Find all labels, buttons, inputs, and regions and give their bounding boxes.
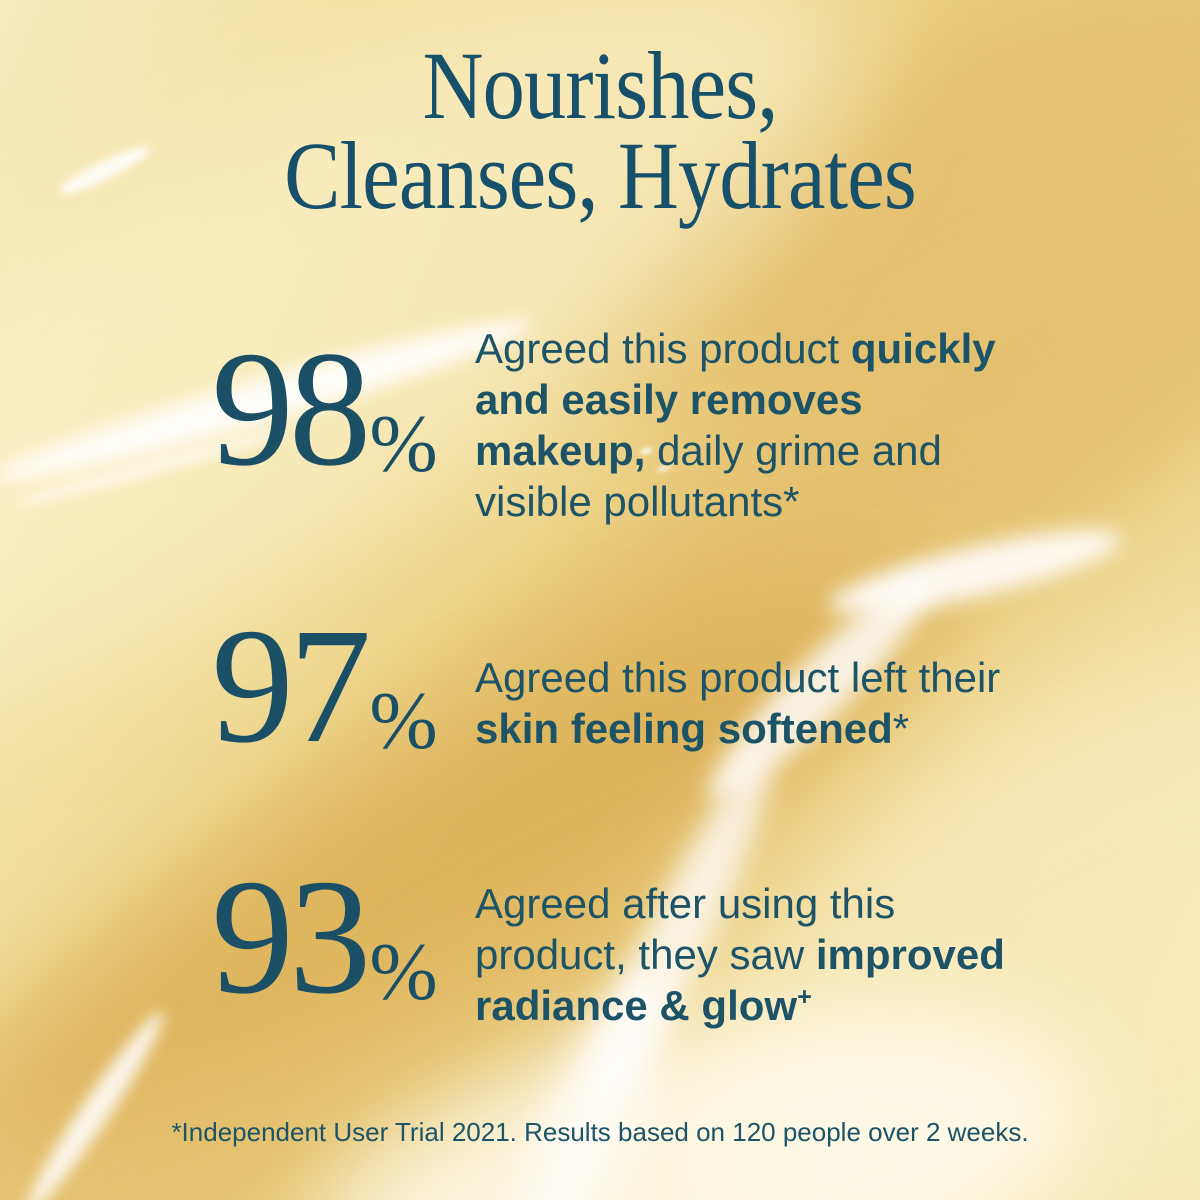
stat-value-3: 93% [185, 854, 463, 1047]
stat-number-3: 93 [211, 845, 371, 1028]
headline-line-2: Cleanses, Hydrates [284, 122, 917, 229]
percent-sign-3: % [369, 926, 437, 1017]
headline-line-1: Nourishes, [422, 32, 779, 139]
stat-value-1: 98% [185, 326, 463, 519]
footnote: *Independent User Trial 2021. Results ba… [171, 1117, 1029, 1147]
stat-number-2: 97 [211, 594, 371, 777]
stat-description-3: Agreed after using this product, they saw… [475, 880, 1005, 1029]
headline: Nourishes, Cleanses, Hydrates [72, 32, 1128, 229]
percent-sign-1: % [369, 398, 437, 489]
stat-description-2: Agreed this product left their skin feeli… [475, 654, 1001, 752]
stat-value-2: 97% [185, 603, 463, 796]
percent-sign-2: % [369, 675, 437, 766]
stat-number-1: 98 [211, 317, 371, 500]
stat-description-1: Agreed this product quickly and easily re… [475, 325, 996, 525]
